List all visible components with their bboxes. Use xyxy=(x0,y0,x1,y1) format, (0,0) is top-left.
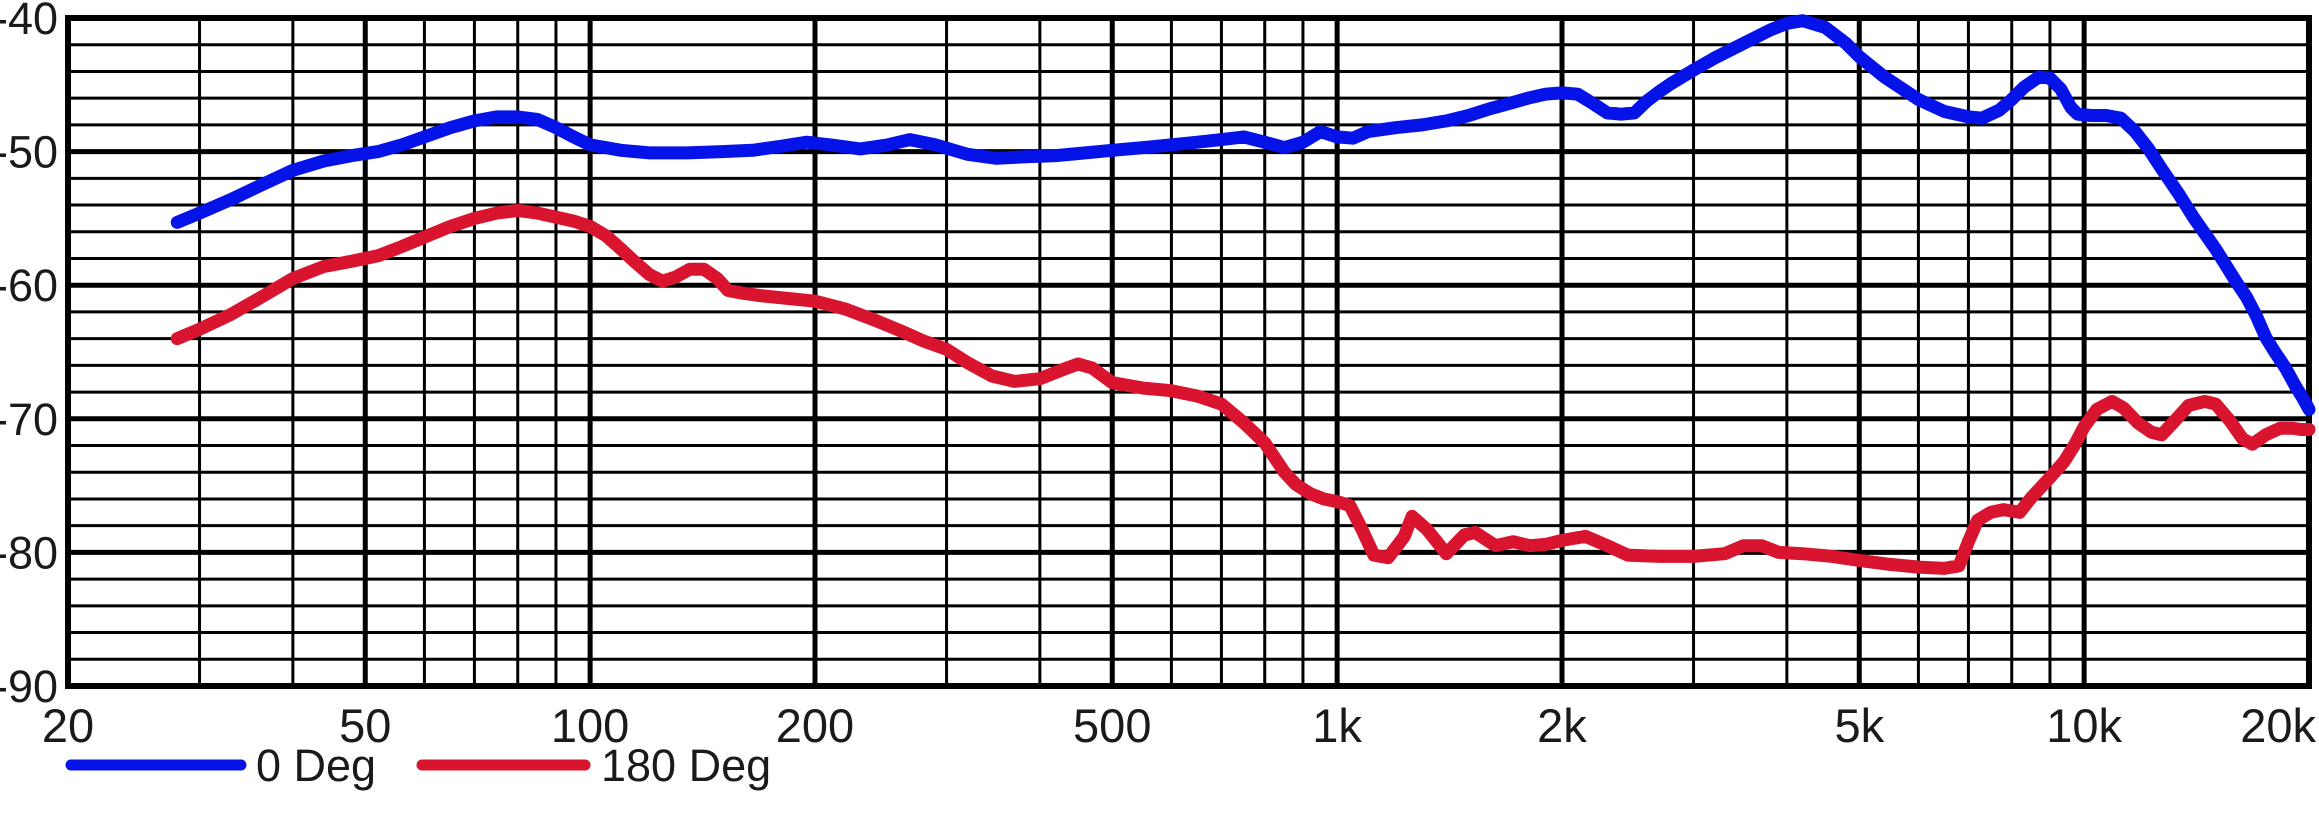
y-tick--40: -40 xyxy=(0,0,58,44)
x-tick-50: 50 xyxy=(339,699,391,752)
legend-label-0-deg: 0 Deg xyxy=(256,740,376,791)
x-tick-20: 20 xyxy=(42,699,94,752)
x-tick-200: 200 xyxy=(776,699,854,752)
legend: 0 Deg 180 Deg xyxy=(65,740,771,791)
x-tick-100: 100 xyxy=(551,699,629,752)
series-curves xyxy=(170,14,2316,575)
series-line-180-deg xyxy=(170,203,2316,575)
grid-major-lines xyxy=(68,18,2309,686)
y-tick--70: -70 xyxy=(0,394,58,445)
series-line-0-deg xyxy=(170,14,2316,416)
y-axis-tick-labels: -40 -50 -60 -70 -80 -90 xyxy=(0,0,58,712)
x-tick-5k: 5k xyxy=(1834,699,1884,752)
y-tick--50: -50 xyxy=(0,127,58,178)
plot-border xyxy=(65,15,2312,689)
x-tick-10k: 10k xyxy=(2046,699,2122,752)
x-tick-20k: 20k xyxy=(2240,699,2316,752)
x-tick-2k: 2k xyxy=(1537,699,1587,752)
x-tick-500: 500 xyxy=(1073,699,1151,752)
y-tick--80: -80 xyxy=(0,527,58,578)
legend-label-180-deg: 180 Deg xyxy=(601,740,771,791)
y-tick--60: -60 xyxy=(0,260,58,311)
y-tick--90: -90 xyxy=(0,661,58,712)
x-tick-1k: 1k xyxy=(1312,699,1362,752)
x-axis-tick-labels: 20 50 100 200 500 1k 2k 5k 10k 20k xyxy=(42,699,2317,752)
